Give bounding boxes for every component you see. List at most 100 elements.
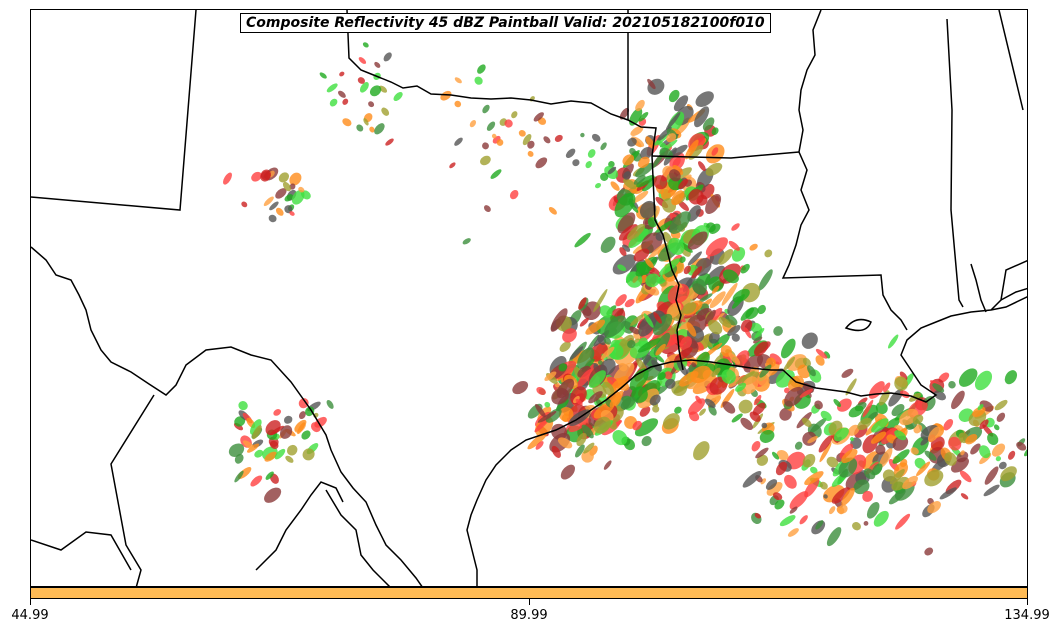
reflectivity-blob: [669, 323, 679, 335]
reflectivity-blob: [847, 424, 860, 436]
reflectivity-blob: [728, 240, 740, 251]
reflectivity-blob: [535, 157, 548, 169]
reflectivity-blob: [711, 127, 719, 136]
reflectivity-blob: [623, 171, 632, 180]
reflectivity-blob: [780, 338, 796, 359]
reflectivity-blob: [543, 136, 551, 144]
reflectivity-blob: [251, 171, 262, 182]
reflectivity-blob: [615, 294, 627, 307]
reflectivity-blob: [924, 469, 944, 487]
reflectivity-blob: [708, 405, 717, 416]
reflectivity-blob: [731, 247, 746, 262]
reflectivity-blob: [687, 231, 708, 250]
reflectivity-blob: [944, 452, 957, 466]
reflectivity-blob: [674, 406, 682, 414]
reflectivity-blob: [527, 140, 535, 149]
reflectivity-blob: [504, 119, 513, 128]
reflectivity-blob: [994, 399, 1008, 411]
reflectivity-blob: [440, 90, 452, 101]
reflectivity-blob: [970, 443, 981, 455]
reflectivity-blob: [644, 258, 654, 269]
reflectivity-blob: [623, 178, 637, 190]
reflectivity-blob: [784, 387, 790, 394]
reflectivity-blob: [562, 328, 577, 343]
reflectivity-blob: [857, 417, 872, 431]
reflectivity-blob: [769, 353, 782, 365]
reflectivity-blob: [1016, 441, 1027, 451]
reflectivity-blob: [491, 133, 497, 139]
reflectivity-blob: [972, 406, 986, 418]
reflectivity-blob: [784, 386, 804, 407]
reflectivity-blob: [789, 491, 809, 510]
reflectivity-blob: [254, 449, 264, 458]
reflectivity-blob: [640, 147, 653, 160]
reflectivity-blob: [818, 435, 833, 453]
reflectivity-blob: [852, 522, 861, 531]
reflectivity-blob: [820, 410, 832, 421]
reflectivity-blob: [774, 499, 785, 510]
reflectivity-blob: [671, 190, 685, 206]
reflectivity-blob: [572, 159, 580, 167]
reflectivity-blob: [234, 470, 244, 483]
reflectivity-blob: [829, 506, 836, 515]
reflectivity-blob: [674, 383, 690, 394]
reflectivity-blob: [269, 440, 279, 450]
reflectivity-blob: [754, 512, 761, 519]
reflectivity-blob: [878, 390, 890, 406]
reflectivity-blob: [879, 448, 893, 468]
reflectivity-blob: [718, 249, 734, 265]
reflectivity-blob: [927, 426, 941, 443]
reflectivity-blob: [622, 244, 631, 252]
reflectivity-blob: [600, 236, 616, 253]
reflectivity-blob: [657, 372, 666, 381]
reflectivity-blob: [319, 72, 327, 79]
reflectivity-blob: [535, 403, 546, 418]
reflectivity-blob: [633, 248, 650, 262]
reflectivity-blob: [983, 484, 1000, 497]
reflectivity-blob: [597, 334, 607, 346]
texas-coastline: [466, 359, 783, 586]
reflectivity-blob: [875, 401, 888, 415]
reflectivity-blob: [612, 430, 628, 446]
reflectivity-blob: [848, 405, 864, 418]
reflectivity-blob: [889, 469, 905, 485]
reflectivity-blob: [752, 402, 766, 416]
reflectivity-blob: [804, 471, 824, 486]
reflectivity-blob: [694, 106, 710, 128]
reflectivity-blob: [804, 477, 820, 498]
reflectivity-blob: [555, 399, 569, 412]
reflectivity-blob: [711, 285, 720, 294]
reflectivity-blob: [544, 371, 557, 381]
reflectivity-blob: [645, 273, 660, 288]
reflectivity-blob: [673, 95, 689, 112]
reflectivity-blob: [511, 111, 518, 119]
reflectivity-blob: [943, 418, 954, 431]
reflectivity-blob: [807, 365, 816, 377]
reflectivity-blob: [393, 92, 403, 101]
reflectivity-blob: [280, 425, 293, 439]
reflectivity-blob: [238, 401, 248, 411]
reflectivity-blob: [609, 375, 629, 393]
reflectivity-blob: [801, 417, 812, 428]
reflectivity-blob: [454, 137, 463, 146]
reflectivity-blob: [841, 448, 858, 464]
reflectivity-blob: [633, 175, 646, 185]
reflectivity-blob: [705, 162, 723, 176]
reflectivity-blob: [297, 422, 306, 435]
reflectivity-blob: [587, 149, 596, 158]
reflectivity-blob: [550, 308, 568, 332]
reflectivity-blob: [578, 297, 587, 310]
reflectivity-blob: [305, 406, 315, 417]
reflectivity-blob: [672, 157, 681, 168]
reflectivity-blob: [735, 382, 747, 392]
reflectivity-blob: [527, 150, 534, 157]
reflectivity-blob: [751, 440, 761, 452]
reflectivity-blob: [760, 478, 767, 485]
reflectivity-blob: [802, 431, 817, 446]
reflectivity-blob: [705, 193, 722, 215]
reflectivity-blob: [483, 205, 491, 213]
mississippi-river: [781, 10, 908, 331]
reflectivity-blob: [888, 489, 906, 505]
reflectivity-blob: [888, 388, 904, 407]
reflectivity-blob: [802, 453, 816, 468]
